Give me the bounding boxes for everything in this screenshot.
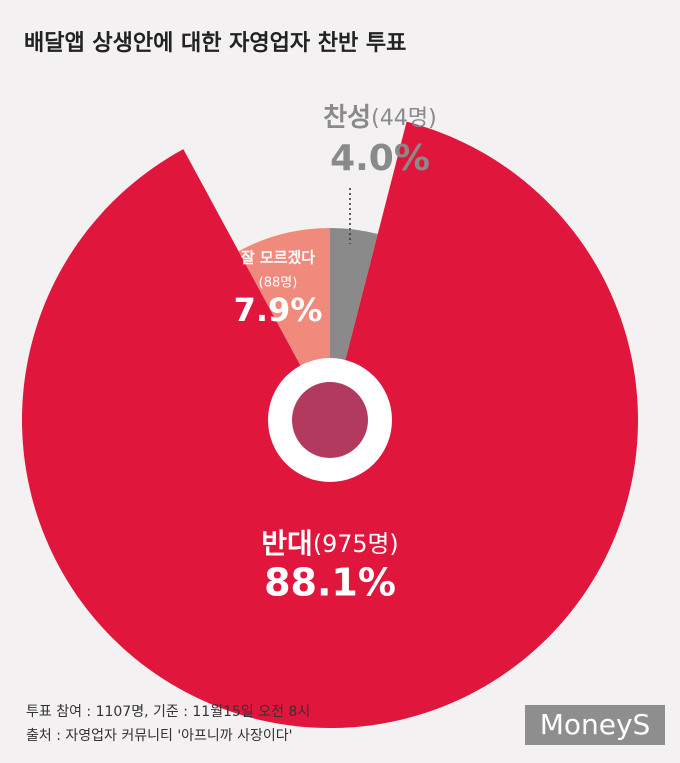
logo-box (525, 705, 665, 745)
value-label: 4.0% (330, 138, 430, 179)
count-label: (975명) (313, 530, 399, 558)
category-name: 찬성 (323, 103, 371, 133)
value-label: 7.9% (234, 291, 323, 329)
note: 투표 참여 : 1107명, 기준 : 11월15일 오전 8시 (26, 704, 310, 720)
count-label: (44명) (371, 105, 437, 131)
note: 출처 : 자영업자 커뮤니티 '아프니까 사장이다' (26, 728, 293, 744)
center-dot (292, 382, 368, 458)
chart-title: 배달앱 상생안에 대한 자영업자 찬반 투표 (24, 31, 406, 56)
labels: 찬성(44명)4.0%반대(975명)88.1%잘 모르겠다(88명)7.9% (234, 103, 437, 605)
count-label: (88명) (259, 276, 298, 291)
category-name: 잘 모르겠다 (241, 249, 315, 267)
slice-label: 찬성(44명) (323, 103, 437, 133)
category-name: 반대 (261, 527, 313, 560)
logo: MoneyS (540, 708, 651, 741)
slice-label: 반대(975명) (261, 527, 398, 560)
value-label: 88.1% (264, 561, 396, 605)
